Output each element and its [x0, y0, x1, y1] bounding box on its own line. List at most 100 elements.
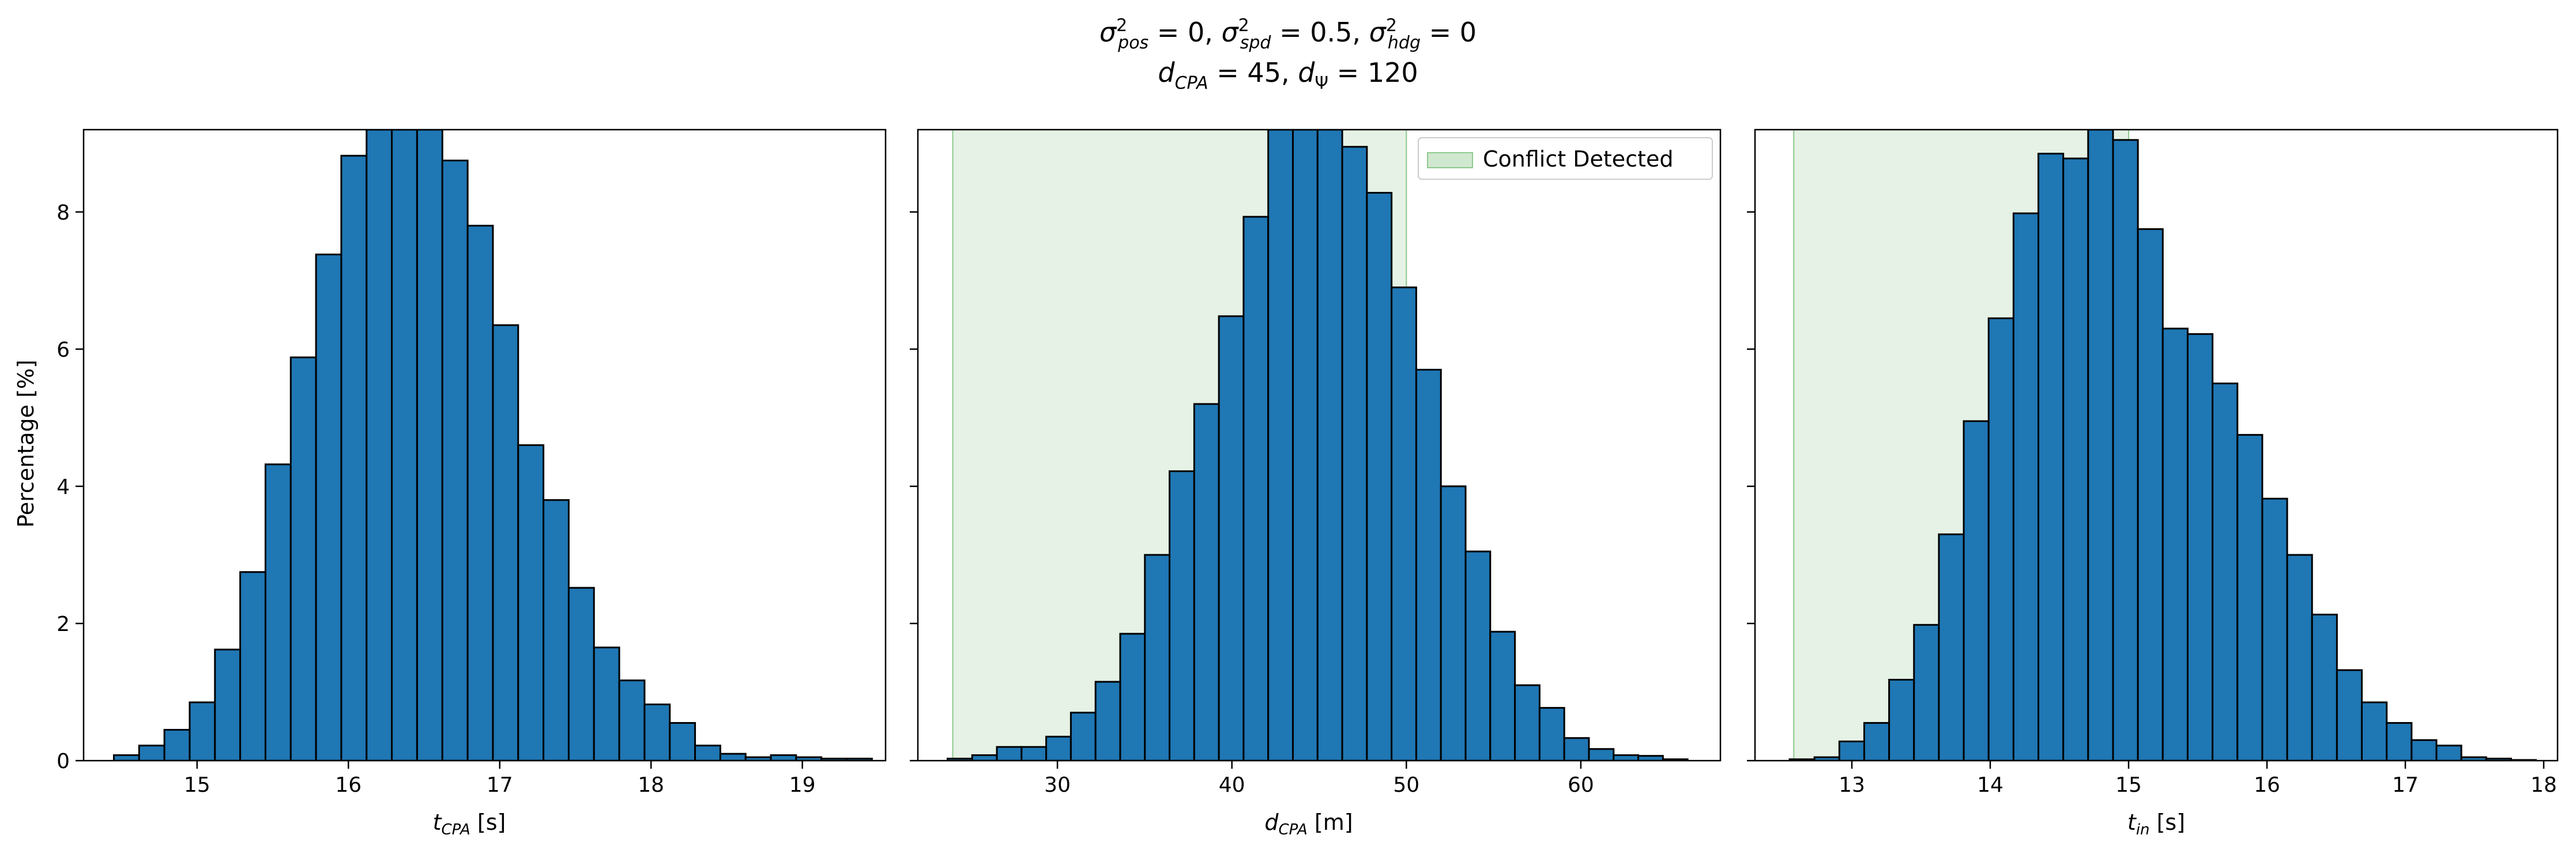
histogram-bar-tin	[2435, 745, 2462, 761]
histogram-bar-dcpa	[1366, 192, 1393, 761]
histogram-bar-tcpa	[163, 728, 191, 761]
histogram-bar-dcpa	[1144, 554, 1171, 761]
histogram-bar-tcpa	[694, 745, 721, 761]
x-axis-label-dcpa: dCPA [m]	[1264, 810, 1353, 838]
histogram-bar-tcpa	[669, 722, 696, 761]
histogram-bar-tcpa	[289, 356, 317, 761]
histogram-bar-tin	[2087, 130, 2114, 761]
histogram-bar-tcpa	[214, 648, 242, 761]
subplot-tcpa: 15 16 17 18 19 0 2 4 6 8	[57, 129, 887, 797]
x-axis-label-tin: tin [s]	[2127, 810, 2185, 838]
y-tick-label: 0	[57, 750, 70, 773]
y-tick-label: 6	[57, 338, 70, 362]
histogram-bar-tin	[2336, 669, 2363, 761]
histogram-bar-tcpa	[441, 160, 469, 761]
histogram-bar-tcpa	[593, 647, 620, 761]
x-tick-label-tin: 16	[2254, 773, 2280, 797]
x-tick-label-dcpa: 60	[1568, 773, 1594, 797]
histogram-bar-tin	[2286, 554, 2313, 761]
histogram-bar-dcpa	[1588, 748, 1615, 761]
histogram-bar-tin	[2386, 722, 2413, 761]
histogram-bar-dcpa	[1169, 470, 1195, 761]
histogram-bar-tcpa	[315, 254, 342, 761]
histogram-bar-tin	[1888, 679, 1915, 761]
x-tick-label-tcpa: 19	[789, 773, 816, 797]
histogram-bar-dcpa	[1094, 681, 1121, 761]
histogram-bar-tcpa	[340, 154, 368, 761]
histogram-bar-dcpa	[1193, 403, 1220, 761]
histogram-bar-tcpa	[719, 753, 747, 761]
histogram-bar-dcpa	[1119, 633, 1146, 761]
histogram-bar-dcpa	[1045, 735, 1072, 761]
x-tick-label-tcpa: 16	[335, 773, 361, 797]
histogram-bar-tin	[1963, 420, 1990, 761]
histogram-bar-tcpa	[366, 130, 393, 761]
histogram-bar-tin	[2038, 153, 2065, 761]
histogram-bar-dcpa	[1267, 130, 1294, 761]
x-tick-label-tin: 17	[2392, 773, 2419, 797]
histogram-bar-tin	[1838, 740, 1865, 761]
axes-frame-dcpa	[917, 129, 1722, 762]
histogram-bar-dcpa	[996, 746, 1023, 761]
x-tick-label-tin: 14	[1977, 773, 2003, 797]
histogram-bar-tin	[1913, 624, 1940, 761]
subplot-dcpa: 30 40 50 60 Conflict Detected	[910, 129, 1722, 797]
axes-frame-tin	[1754, 129, 2559, 762]
legend-swatch	[1427, 152, 1473, 168]
y-tick-label: 4	[57, 475, 70, 499]
histogram-bar-tin	[2236, 434, 2264, 761]
histogram-bar-tcpa	[543, 499, 570, 761]
x-tick-label-tin: 15	[2115, 773, 2142, 797]
histogram-bar-dcpa	[1415, 369, 1442, 761]
histogram-bar-tcpa	[189, 701, 216, 761]
x-tick-label-tcpa: 17	[487, 773, 513, 797]
histogram-bar-tin	[2261, 497, 2288, 761]
x-tick-label-tin: 13	[1839, 773, 1865, 797]
histogram-bar-tin	[1938, 533, 1965, 761]
histogram-bar-tcpa	[618, 679, 646, 761]
histogram-bar-dcpa	[1538, 706, 1565, 761]
x-tick-label-dcpa: 50	[1393, 773, 1419, 797]
suptitle-line-2: dCPA = 45, dΨ = 120	[1158, 57, 1418, 93]
histogram-bar-dcpa	[1341, 146, 1368, 761]
histogram-bar-dcpa	[1514, 684, 1541, 761]
histogram-bar-tcpa	[112, 754, 140, 761]
histogram-bar-dcpa	[1316, 130, 1343, 761]
histogram-bar-dcpa	[1218, 315, 1245, 761]
histogram-bar-tcpa	[239, 571, 266, 761]
subplot-tin: 13 14 15 16 17 18	[1747, 129, 2559, 797]
axes-frame-tcpa	[82, 129, 887, 762]
histogram-bar-tin	[1987, 317, 2014, 761]
y-axis-label: Percentage [%]	[13, 360, 39, 528]
x-tick-label-tin: 18	[2530, 773, 2557, 797]
histogram-bar-tcpa	[391, 130, 418, 761]
y-tick-label: 8	[57, 201, 70, 225]
histogram-bar-tin	[2411, 739, 2438, 761]
histogram-bar-dcpa	[1291, 130, 1319, 761]
histogram-bar-dcpa	[1242, 216, 1270, 761]
histogram-bar-tcpa	[643, 703, 671, 761]
histogram-bar-tin	[2212, 382, 2239, 761]
histogram-bar-tin	[2311, 613, 2338, 761]
x-axis-label-tcpa: tCPA [s]	[433, 810, 506, 838]
histogram-bar-tin	[2062, 157, 2089, 761]
histogram-bar-dcpa	[1563, 737, 1590, 761]
legend-box	[1418, 137, 1713, 180]
histogram-bar-tcpa	[466, 225, 494, 761]
histogram-bar-tin	[1863, 722, 1890, 761]
histogram-bar-tin	[2360, 701, 2388, 761]
histogram-bar-tin	[2012, 212, 2040, 761]
x-tick-label-dcpa: 40	[1219, 773, 1245, 797]
histogram-bar-tcpa	[517, 444, 545, 761]
histogram-bar-tcpa	[264, 463, 292, 761]
histogram-bar-tcpa	[492, 324, 519, 761]
suptitle-line-1: σ2 pos = 0, σ2 spd = 0.5, σ2 hdg = 0	[1099, 16, 1477, 53]
histogram-bar-tcpa	[138, 745, 165, 761]
x-tick-label-tcpa: 15	[184, 773, 210, 797]
histogram-bar-tin	[2186, 333, 2214, 761]
x-tick-label-tcpa: 18	[638, 773, 664, 797]
histogram-bar-dcpa	[1440, 485, 1467, 761]
histogram-bar-dcpa	[1020, 746, 1048, 761]
